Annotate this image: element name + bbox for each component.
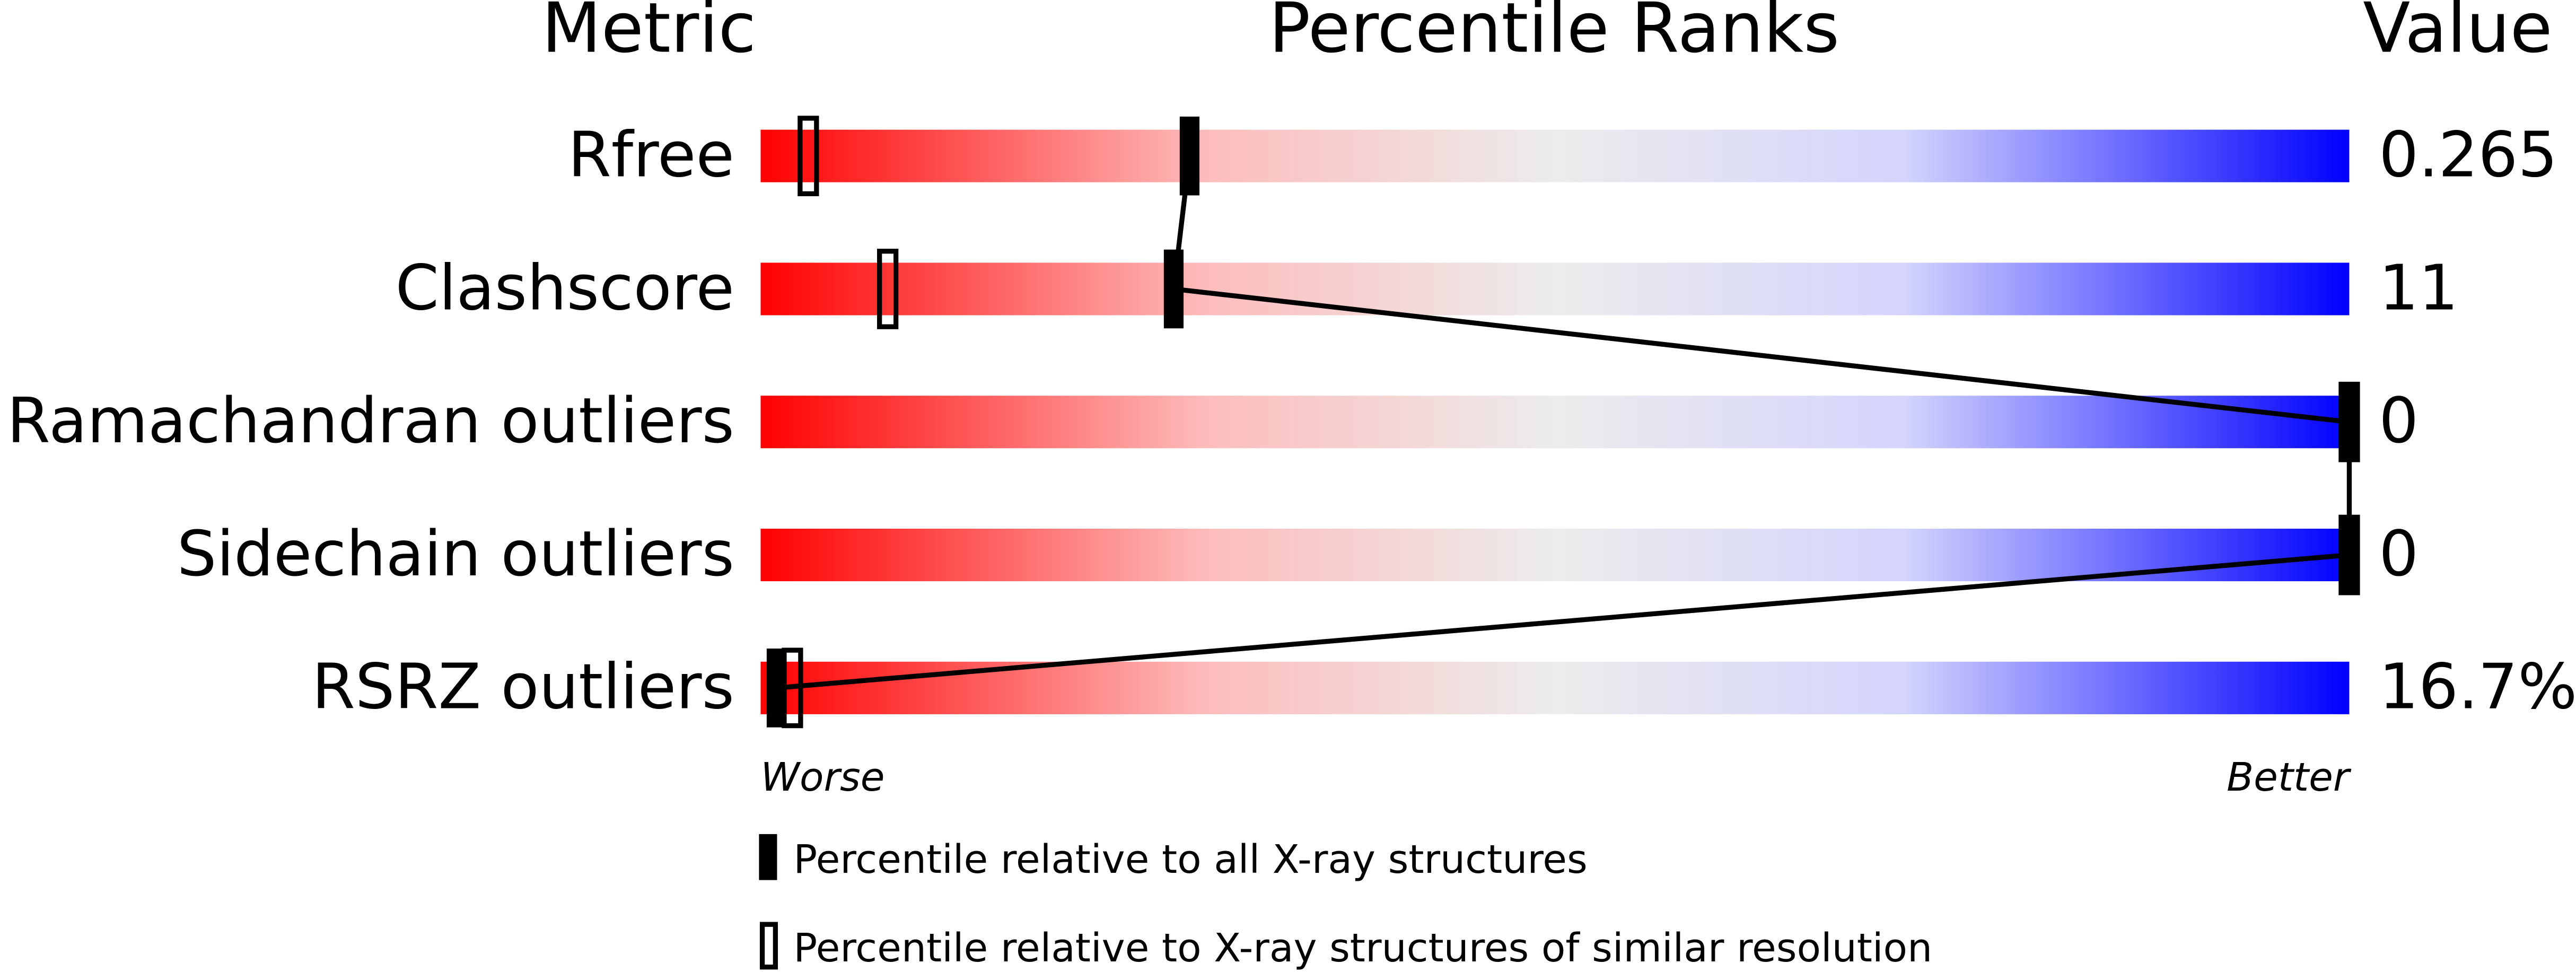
value-label: 0	[2379, 518, 2419, 590]
rank-marker-similar	[798, 116, 819, 197]
rank-bar	[760, 661, 2350, 714]
rank-marker-all	[1163, 249, 1184, 329]
value-label: 0	[2379, 384, 2419, 457]
rank-bar	[760, 396, 2350, 449]
legend-swatch	[759, 834, 777, 880]
column-header: Percentile Ranks	[1269, 0, 1839, 68]
column-header: Metric	[542, 0, 757, 68]
rank-marker-similar	[877, 249, 899, 329]
column-header: Value	[2363, 0, 2552, 68]
rank-marker-similar	[2338, 381, 2360, 462]
metric-label: Clashscore	[396, 251, 734, 324]
rank-marker-similar	[782, 647, 803, 729]
axis-end-label: Better	[2227, 754, 2352, 800]
legend-swatch	[759, 922, 778, 970]
metric-label: Sidechain outliers	[177, 518, 734, 590]
legend-label: Percentile relative to all X-ray structu…	[793, 836, 1587, 882]
metric-label: RSRZ outliers	[312, 651, 734, 723]
value-label: 11	[2379, 251, 2458, 324]
rank-bar	[760, 262, 2350, 316]
metric-label: Ramachandran outliers	[7, 384, 734, 457]
rank-marker-all	[1179, 116, 1199, 196]
value-label: 16.7%	[2379, 651, 2576, 723]
value-label: 0.265	[2379, 119, 2557, 191]
rank-bar	[760, 529, 2350, 582]
metric-label: Rfree	[568, 119, 734, 191]
rank-bar	[760, 129, 2350, 182]
axis-end-label: Worse	[760, 754, 884, 800]
rank-marker-similar	[2338, 514, 2360, 596]
legend-label: Percentile relative to X-ray structures …	[793, 925, 1932, 971]
